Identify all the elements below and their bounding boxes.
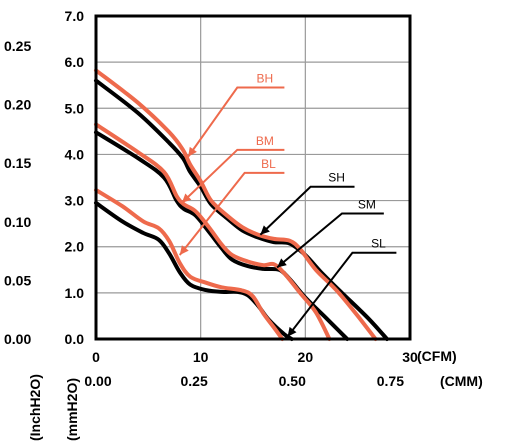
- x-tick-label-cfm: 10: [193, 349, 209, 365]
- y-tick-label-inchh2o: 0.15: [4, 155, 31, 171]
- callout-label-sh: SH: [328, 171, 345, 185]
- x-tick-label-cmm: 0.75: [377, 373, 404, 389]
- plot-area-frame: [94, 14, 412, 341]
- callout-label-sm: SM: [358, 197, 376, 211]
- y-tick-label-mmh2o: 4.0: [65, 146, 85, 162]
- callout-label-sl: SL: [371, 237, 386, 251]
- x-tick-label-cmm: 0.25: [181, 373, 208, 389]
- y-tick-label-mmh2o: 0.0: [65, 331, 85, 347]
- y-unit-secondary: (InchH2O): [27, 374, 43, 441]
- callout-leader-bm: [181, 148, 285, 204]
- x-unit-secondary: (CMM): [440, 373, 483, 389]
- callout-leader-sh: [259, 185, 355, 236]
- curve-sl: [94, 200, 294, 341]
- callout-arrowhead-sl: [287, 326, 297, 337]
- callout-leader-sl: [286, 251, 397, 338]
- callout-label-bh: BH: [257, 72, 274, 86]
- callout-arrowhead-bm: [181, 193, 192, 203]
- tick-labels: 0.0 1.0 2.0 3.0 4.0 5.0 6.0 7.0 0.00 0.05 0.10 0.15…: [4, 8, 418, 389]
- x-tick-label-cfm: 30: [402, 349, 418, 365]
- callout-label-bl: BL: [261, 157, 276, 171]
- y-tick-label-mmh2o: 3.0: [65, 193, 85, 209]
- y-tick-label-mmh2o: 7.0: [65, 8, 85, 24]
- y-tick-label-mmh2o: 5.0: [65, 100, 85, 116]
- y-tick-label-inchh2o: 0.10: [4, 214, 31, 230]
- y-tick-label-mmh2o: 6.0: [65, 54, 85, 70]
- x-unit-primary: (CFM): [417, 348, 457, 364]
- callout-leader-bl: [178, 171, 285, 256]
- y-tick-label-mmh2o: 2.0: [65, 239, 85, 255]
- curve-bm: [94, 122, 332, 341]
- y-tick-label-inchh2o: 0.20: [4, 97, 31, 113]
- y-tick-label-mmh2o: 1.0: [65, 285, 85, 301]
- curve-bl: [94, 188, 285, 341]
- y-unit-primary: (mmH2O): [64, 378, 80, 441]
- x-tick-label-cmm: 0.00: [84, 373, 111, 389]
- callout-label-bm: BM: [256, 134, 274, 148]
- callout-arrowhead-sh: [260, 225, 270, 235]
- callout-arrowhead-bl: [179, 245, 189, 256]
- callout-arrowhead-bh: [188, 146, 197, 157]
- curve-bh: [94, 68, 378, 341]
- y-tick-label-inchh2o: 0.00: [4, 331, 31, 347]
- y-tick-label-inchh2o: 0.05: [4, 272, 31, 288]
- callout-leader-bh: [187, 86, 285, 158]
- callout-arrowhead-sm: [277, 258, 287, 268]
- x-tick-label-cfm: 0: [92, 349, 100, 365]
- x-tick-label-cmm: 0.50: [279, 373, 306, 389]
- callout-leader-sm: [276, 212, 384, 269]
- x-tick-label-cfm: 20: [298, 349, 314, 365]
- curves: [94, 68, 389, 341]
- grid: [96, 16, 410, 339]
- curve-callouts: BH BM BL SH SM SL: [178, 72, 397, 338]
- y-tick-label-inchh2o: 0.25: [4, 38, 31, 54]
